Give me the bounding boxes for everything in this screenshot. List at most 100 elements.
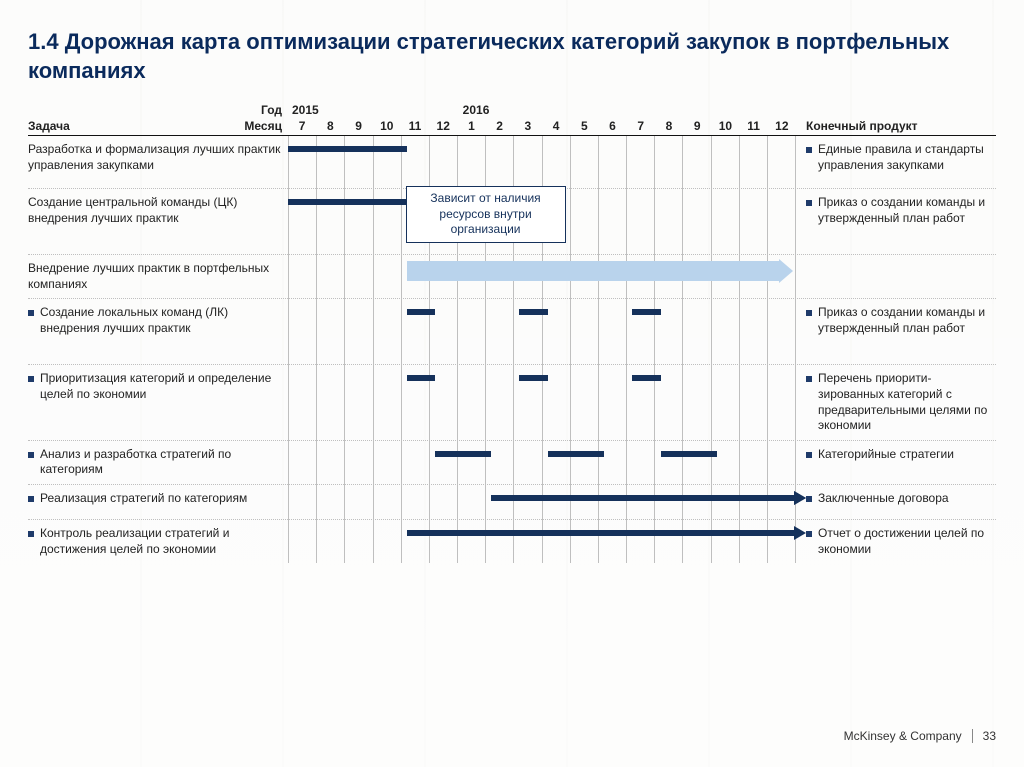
- months-cell: [288, 365, 796, 439]
- gantt-row: Приоритизация категорий и определение це…: [28, 364, 996, 439]
- year-cell: 2016: [459, 103, 796, 117]
- gantt-row: Разработка и формализация лучших практик…: [28, 136, 996, 188]
- bullet-icon: [806, 310, 812, 316]
- gantt-chart: Год 20152016 Задача Месяц 78910111212345…: [28, 103, 996, 721]
- month-cell: 9: [683, 119, 711, 133]
- task-cell: Разработка и формализация лучших практик…: [28, 136, 288, 188]
- task-cell: Реализация стратегий по категориям: [28, 485, 288, 519]
- year-cells: 20152016: [288, 103, 796, 117]
- months-cell: [288, 136, 796, 188]
- task-text: Анализ и разработка стратегий по категор…: [40, 447, 282, 478]
- month-cell: 3: [514, 119, 542, 133]
- gantt-bar: [519, 309, 547, 315]
- months-cell: [288, 255, 796, 298]
- output-text: Отчет о достижении целей по экономии: [818, 526, 996, 557]
- month-cell: 12: [429, 119, 457, 133]
- phase-arrow-icon: [779, 259, 793, 283]
- gantt-row: Внедрение лучших практик в портфельных к…: [28, 254, 996, 298]
- output-cell: Категорийные стратегии: [796, 441, 996, 484]
- gantt-row: Создание локальных команд (ЛК) внедрения…: [28, 298, 996, 364]
- month-cell: 11: [740, 119, 768, 133]
- month-cell: 10: [373, 119, 401, 133]
- arrow-bar: [717, 495, 796, 501]
- bullet-icon: [28, 531, 34, 537]
- task-text: Создание локальных команд (ЛК) внедрения…: [40, 305, 282, 358]
- task-text: Контроль реализации стратегий и достижен…: [40, 526, 282, 557]
- year-label: Год: [28, 103, 288, 117]
- month-cell: 5: [570, 119, 598, 133]
- footer-page: 33: [983, 729, 996, 743]
- gantt-row: Контроль реализации стратегий и достижен…: [28, 519, 996, 563]
- slide-content: 1.4 Дорожная карта оптимизации стратегич…: [0, 0, 1024, 767]
- month-cell: 7: [627, 119, 655, 133]
- arrow-head-icon: [794, 526, 806, 540]
- bullet-icon: [28, 496, 34, 502]
- gantt-bar: [548, 451, 604, 457]
- months-cell: [288, 520, 796, 563]
- month-cells: 789101112123456789101112: [288, 119, 796, 133]
- callout-box: Зависит от наличия ресурсов внутри орган…: [406, 186, 566, 243]
- bullet-icon: [806, 496, 812, 502]
- task-cell: Анализ и разработка стратегий по категор…: [28, 441, 288, 484]
- month-cell: 7: [288, 119, 316, 133]
- year-cell: 2015: [288, 103, 459, 117]
- arrow-head-icon: [794, 491, 806, 505]
- output-cell: Единые правила и стандарты управления за…: [796, 136, 996, 188]
- month-cell: 4: [542, 119, 570, 133]
- gantt-bar: [661, 451, 717, 457]
- output-cell: Перечень приорити-зированных категорий с…: [796, 365, 996, 439]
- gantt-bar: [632, 375, 660, 381]
- output-text: Категорийные стратегии: [818, 447, 954, 478]
- month-label: Месяц: [244, 119, 288, 133]
- task-label: Задача: [28, 119, 70, 133]
- header-year-row: Год 20152016: [28, 103, 996, 117]
- phase-bar: [407, 261, 780, 281]
- gantt-bar: [407, 375, 435, 381]
- bullet-icon: [806, 531, 812, 537]
- bullet-icon: [28, 310, 34, 316]
- gantt-bar: [288, 146, 407, 152]
- output-cell: Отчет о достижении целей по экономии: [796, 520, 996, 563]
- month-cell: 8: [316, 119, 344, 133]
- gantt-row: Анализ и разработка стратегий по категор…: [28, 440, 996, 484]
- task-cell: Внедрение лучших практик в портфельных к…: [28, 255, 288, 298]
- bullet-icon: [28, 452, 34, 458]
- output-cell: Приказ о создании команды и утвержденный…: [796, 299, 996, 364]
- bullet-icon: [806, 147, 812, 153]
- bullet-icon: [28, 376, 34, 382]
- output-text: Единые правила и стандарты управления за…: [818, 142, 996, 182]
- output-cell: Приказ о создании команды и утвержденный…: [796, 189, 996, 254]
- footer: McKinsey & Company 33: [28, 721, 996, 743]
- month-cell: 12: [768, 119, 796, 133]
- task-text: Создание центральной команды (ЦК) внедре…: [28, 195, 282, 248]
- month-cell: 8: [655, 119, 683, 133]
- months-cell: [288, 485, 796, 519]
- gantt-row: Реализация стратегий по категориям Заключ…: [28, 484, 996, 519]
- task-text: Разработка и формализация лучших практик…: [28, 142, 282, 182]
- output-text: Приказ о создании команды и утвержденный…: [818, 195, 996, 248]
- output-cell: Заключенные договора: [796, 485, 996, 519]
- task-cell: Создание центральной команды (ЦК) внедре…: [28, 189, 288, 254]
- month-cell: 9: [344, 119, 372, 133]
- month-cell: 10: [711, 119, 739, 133]
- callout-connector: [347, 200, 405, 202]
- month-cell: 1: [457, 119, 485, 133]
- gantt-body: Разработка и формализация лучших практик…: [28, 136, 996, 563]
- bullet-icon: [806, 200, 812, 206]
- output-text: Заключенные договора: [818, 491, 949, 513]
- task-cell: Контроль реализации стратегий и достижен…: [28, 520, 288, 563]
- output-text: Перечень приорити-зированных категорий с…: [818, 371, 996, 433]
- month-cell: 6: [598, 119, 626, 133]
- task-cell: Приоритизация категорий и определение це…: [28, 365, 288, 439]
- month-cell: 11: [401, 119, 429, 133]
- header-month-row: Задача Месяц 789101112123456789101112 Ко…: [28, 119, 996, 133]
- bullet-icon: [806, 376, 812, 382]
- footer-company: McKinsey & Company: [844, 729, 962, 743]
- gantt-bar: [435, 451, 491, 457]
- task-month-labels: Задача Месяц: [28, 119, 288, 133]
- output-cell: [796, 255, 996, 298]
- output-text: Приказ о создании команды и утвержденный…: [818, 305, 996, 358]
- months-cell: [288, 299, 796, 364]
- months-cell: [288, 441, 796, 484]
- gantt-bar: [407, 309, 435, 315]
